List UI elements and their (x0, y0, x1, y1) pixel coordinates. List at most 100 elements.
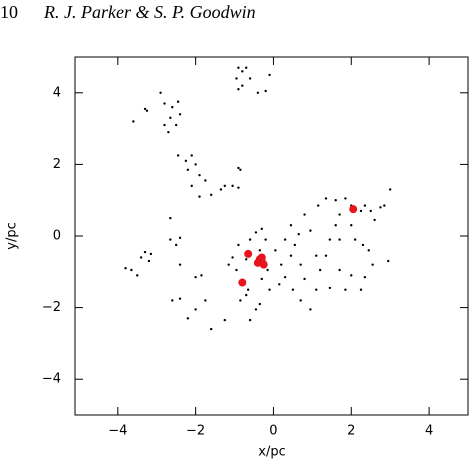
point (350, 274, 353, 277)
x-axis-label: x/pc (258, 445, 285, 460)
point (147, 259, 151, 263)
x-tick-label: −4 (108, 424, 127, 439)
point (344, 288, 347, 291)
point (163, 102, 166, 105)
point (237, 186, 240, 189)
point (200, 274, 203, 277)
point (178, 297, 182, 300)
point (237, 88, 240, 91)
point (257, 253, 266, 262)
point (338, 238, 341, 241)
point (186, 168, 190, 171)
point (291, 288, 295, 291)
point (338, 213, 341, 216)
point (324, 197, 328, 200)
point (334, 199, 337, 202)
point (235, 268, 238, 272)
point (143, 250, 147, 254)
y-tick-label: 4 (53, 85, 61, 100)
point (289, 254, 293, 257)
y-tick-label: 2 (53, 157, 61, 172)
point (184, 159, 188, 163)
point (289, 224, 293, 227)
point (237, 166, 240, 170)
point (171, 299, 174, 302)
point (359, 209, 363, 213)
x-tick-label: −2 (186, 424, 205, 439)
point (235, 77, 238, 80)
point (254, 231, 258, 234)
point (328, 286, 332, 290)
point (283, 275, 287, 279)
point (361, 243, 365, 247)
point (353, 238, 357, 241)
point (363, 204, 367, 207)
point (349, 205, 358, 214)
point (350, 224, 353, 227)
point (373, 218, 376, 222)
point (293, 243, 297, 247)
point (239, 299, 242, 302)
point (254, 308, 258, 311)
point (388, 188, 392, 191)
point (231, 256, 234, 259)
point (367, 249, 370, 252)
point (297, 233, 300, 236)
point (178, 236, 182, 239)
point (248, 318, 252, 322)
point (139, 256, 143, 259)
point (238, 278, 247, 287)
point (241, 84, 244, 87)
point (145, 109, 149, 112)
point (231, 184, 234, 188)
point (328, 238, 332, 241)
point (303, 213, 306, 216)
point (204, 179, 207, 182)
point (163, 123, 166, 127)
point (241, 70, 244, 73)
y-tick-label: −4 (42, 372, 61, 387)
plot-frame (74, 56, 469, 416)
point (143, 107, 147, 111)
point (309, 308, 312, 311)
point (130, 268, 133, 272)
point (237, 66, 240, 69)
point (124, 267, 127, 270)
point (245, 293, 248, 297)
point (268, 73, 271, 77)
point (239, 168, 242, 171)
point (258, 249, 262, 252)
point (176, 154, 180, 157)
point (387, 259, 390, 263)
point (245, 258, 248, 261)
point (178, 263, 182, 266)
point (274, 249, 277, 252)
point (344, 197, 347, 200)
point (299, 299, 302, 302)
point (264, 89, 267, 93)
point (258, 302, 262, 306)
point (132, 120, 135, 123)
point (223, 184, 227, 188)
point (194, 163, 197, 166)
point (248, 77, 252, 80)
point (198, 173, 201, 177)
point (338, 268, 341, 272)
point (268, 288, 271, 291)
point (149, 252, 153, 256)
point (169, 216, 172, 220)
point (171, 105, 174, 109)
point (369, 209, 372, 213)
point (209, 193, 213, 197)
point (223, 318, 227, 322)
point (256, 91, 260, 95)
point (359, 288, 363, 291)
point (219, 188, 223, 191)
point (266, 268, 269, 272)
point (299, 263, 302, 266)
point (186, 317, 190, 320)
point (244, 249, 253, 258)
point (260, 227, 263, 231)
x-tick-label: 2 (347, 424, 355, 439)
